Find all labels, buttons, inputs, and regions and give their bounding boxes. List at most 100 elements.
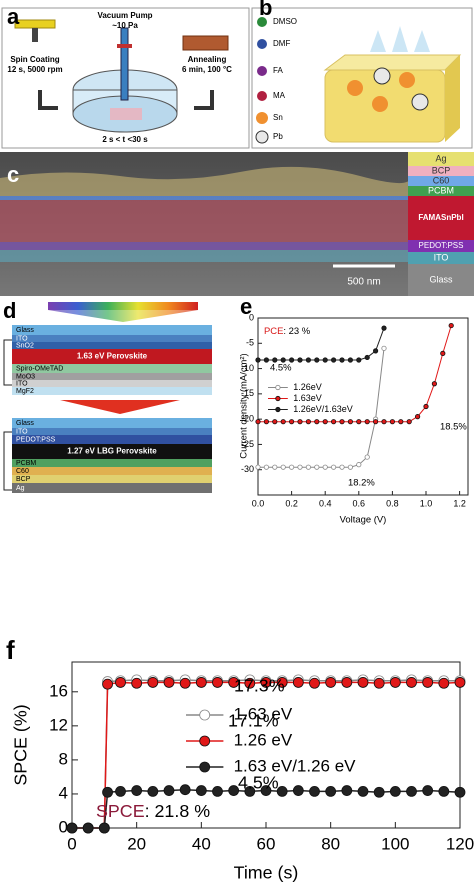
layer-top — [0, 166, 410, 196]
layer-perovskite — [0, 200, 408, 242]
data-point — [82, 822, 94, 834]
data-point — [263, 464, 269, 470]
data-point — [341, 677, 353, 688]
layer-label: Glass — [16, 420, 34, 427]
data-point — [147, 785, 159, 797]
data-point — [309, 677, 320, 689]
data-point — [357, 677, 369, 688]
legend-marker — [275, 395, 281, 402]
data-point — [322, 357, 328, 363]
sn-ion — [399, 72, 415, 88]
data-point — [276, 677, 288, 688]
x-axis-label: Voltage (V) — [340, 515, 387, 526]
data-point — [260, 677, 272, 688]
highlight: SPCE: 21.8 % — [96, 801, 210, 821]
legend-label: DMF — [273, 39, 290, 48]
legend-marker — [275, 406, 281, 413]
data-point — [244, 677, 256, 689]
legend-label: MA — [273, 91, 286, 100]
y-tick-label: -15 — [241, 388, 254, 398]
data-point — [102, 786, 113, 798]
layer-label: ITO — [434, 252, 449, 262]
data-point — [438, 785, 450, 797]
data-point — [381, 325, 387, 331]
icon-dmso — [257, 17, 267, 27]
annotation: 4.5% — [238, 773, 279, 793]
data-point — [438, 677, 450, 689]
crystal-side — [445, 55, 460, 142]
layer-label: PCBM — [428, 185, 454, 195]
data-point — [372, 419, 379, 425]
data-point — [364, 354, 370, 361]
panel-letter: b — [259, 0, 272, 20]
pb-ion — [373, 67, 391, 85]
icon-pb — [255, 130, 269, 144]
data-point — [309, 785, 320, 797]
y-tick-label: 8 — [59, 749, 68, 768]
chart: e 0.0 0.2 0.4 0.6 0.8 1.0 1.2 -30 -25 -20 -15 -10 -5 0… — [239, 294, 469, 526]
data-point — [325, 677, 337, 688]
substrate — [110, 108, 142, 120]
data-point — [406, 785, 417, 797]
data-point — [347, 464, 353, 470]
highlight-label: SPCE — [96, 801, 145, 821]
layer-label: Glass — [16, 327, 34, 334]
legend-label: FA — [273, 66, 283, 75]
band-ag — [408, 152, 474, 166]
panel-d: d Glass ITO SnO2 1.63 eV Perovskite Spir… — [3, 298, 212, 493]
layer-label: 1.63 eV Perovskite — [77, 352, 148, 361]
data-point — [356, 357, 362, 363]
label: 6 min, 100 °C — [182, 65, 232, 74]
layer — [12, 444, 212, 459]
data-point — [305, 419, 311, 425]
data-point — [314, 419, 320, 425]
layer — [12, 459, 212, 467]
legend-label: Pb — [273, 132, 283, 141]
legend-marker — [199, 761, 211, 773]
legend-label: 1.63eV — [293, 393, 322, 403]
data-point — [98, 822, 110, 834]
data-point — [339, 357, 345, 363]
light-arrow — [48, 310, 198, 322]
layer-label: Ag — [435, 153, 446, 163]
legend-label: Sn — [273, 113, 283, 122]
y-tick-label: -25 — [241, 439, 254, 449]
data-point — [297, 419, 303, 425]
layer-c60 — [0, 196, 408, 200]
layer — [12, 387, 212, 395]
y-tick-label: -30 — [241, 464, 254, 474]
annotation: 17.3% — [234, 676, 285, 696]
data-point — [255, 419, 261, 425]
spin-coater — [14, 19, 56, 29]
layer-label: FAMASnPbI — [418, 213, 463, 222]
data-point — [347, 357, 353, 363]
band-c60 — [408, 176, 474, 186]
x-tick-label: 40 — [192, 834, 211, 853]
panel-letter: a — [7, 4, 20, 29]
data-point — [305, 464, 311, 470]
data-point — [406, 677, 417, 688]
layer-label: MgF2 — [16, 388, 34, 395]
data-point — [66, 822, 78, 834]
icon-fa — [257, 66, 267, 76]
x-tick-label: 60 — [257, 834, 276, 853]
data-point — [272, 419, 278, 425]
layer-label: Spiro-OMeTAD — [16, 365, 63, 372]
data-point — [131, 785, 143, 796]
legend-marker — [199, 735, 211, 747]
layer-ito — [0, 250, 408, 262]
data-point — [244, 785, 256, 797]
band-pcbm — [408, 186, 474, 196]
data-point — [255, 357, 261, 363]
legend-marker — [199, 709, 211, 721]
data-point — [373, 786, 385, 798]
data-point — [179, 677, 191, 689]
highlight-text: : 21.8 % — [145, 801, 211, 821]
data-point — [314, 357, 320, 363]
band-glass — [408, 264, 474, 296]
panel-letter: f — [6, 635, 15, 665]
band-perovskite — [408, 196, 474, 240]
layer — [12, 435, 212, 444]
x-tick-label: 0.0 — [252, 498, 265, 508]
x-axis-label: Time (s) — [234, 863, 299, 883]
